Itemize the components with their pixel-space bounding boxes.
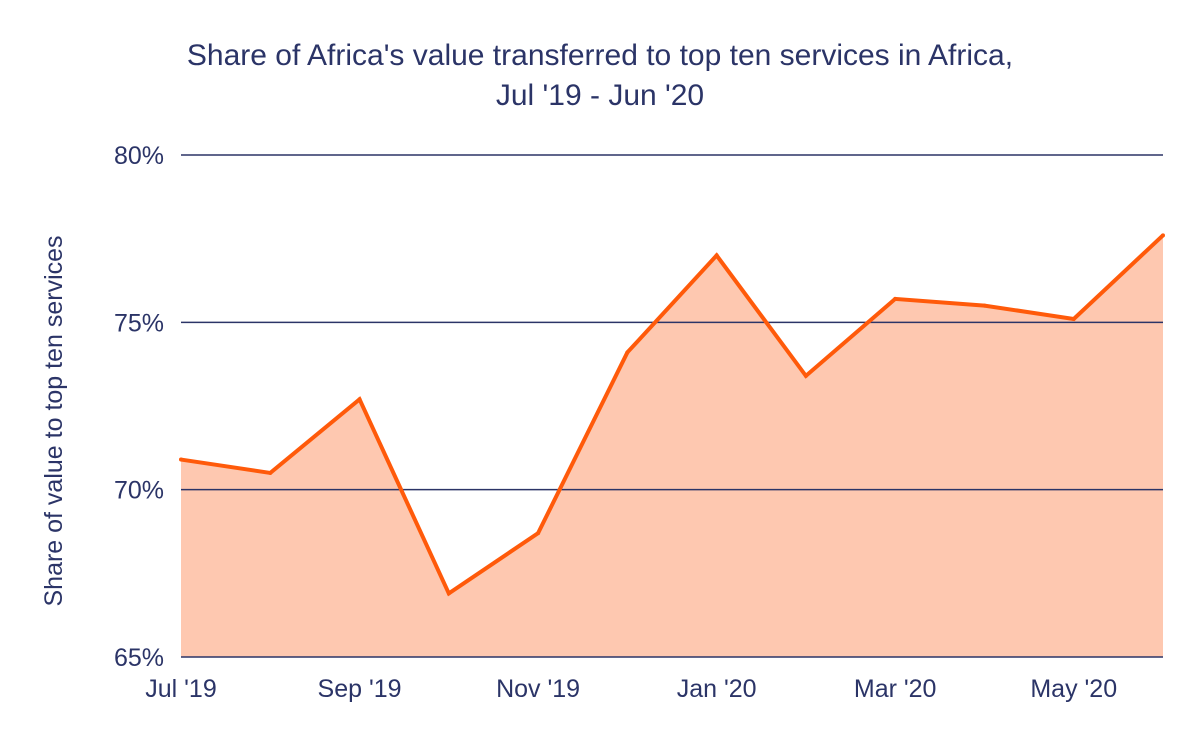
data-point [982,303,987,308]
series-area-fill [181,235,1163,657]
y-axis-label: Share of value to top ten services [40,235,68,606]
data-point [268,470,273,475]
y-tick-label: 75% [114,309,164,337]
y-tick-label: 65% [114,644,164,672]
chart-title-block: Share of Africa's value transferred to t… [0,36,1200,116]
data-point [714,253,719,258]
x-tick-label: Nov '19 [496,675,580,703]
series-line [180,233,1165,597]
chart-subtitle: Jul '19 - Jun '20 [495,79,705,112]
data-point [893,296,898,301]
data-point [1071,316,1076,321]
data-point [179,457,183,462]
data-point [536,531,541,536]
data-point [357,397,362,402]
data-point [803,373,808,378]
x-tick-label: Jan '20 [677,675,757,703]
x-tick-label: Jul '19 [145,675,216,703]
data-point [446,591,451,596]
x-tick-label: May '20 [1030,675,1117,703]
x-tick-label: Sep '19 [318,675,402,703]
data-point [1161,233,1165,238]
data-point [625,350,630,355]
y-tick-label: 80% [114,142,164,170]
y-tick-label: 70% [114,477,164,505]
chart-title: Share of Africa's value transferred to t… [186,39,1014,72]
x-tick-label: Mar '20 [854,675,937,703]
